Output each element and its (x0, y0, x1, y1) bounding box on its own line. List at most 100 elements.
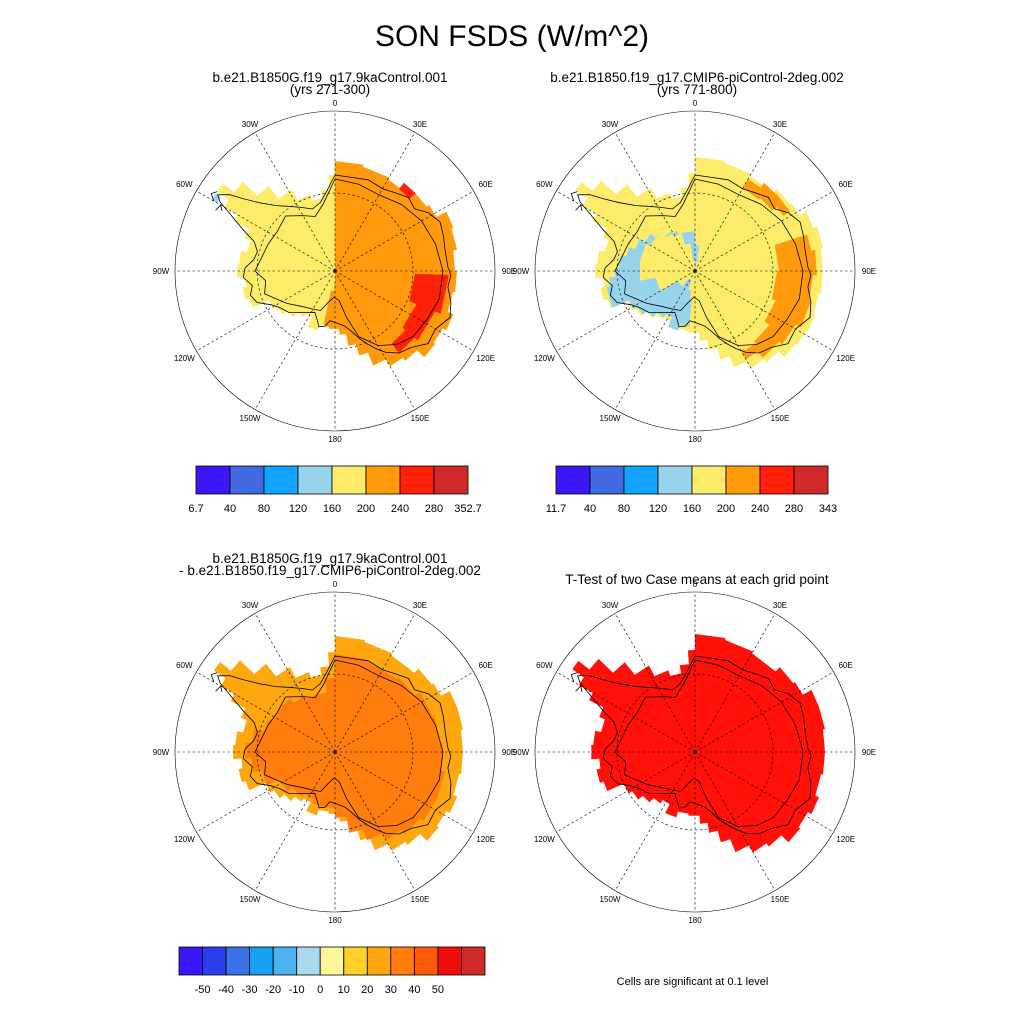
colorbar-box-7 (793, 465, 829, 495)
lon-label-lr120: 120E (476, 354, 495, 363)
colorbar-box-5 (725, 465, 761, 495)
lon-label-left: 90W (153, 748, 170, 757)
lon-label-ul60: 60W (176, 661, 193, 670)
colorbar-box-11 (437, 946, 462, 976)
colorbar-box-6 (319, 946, 345, 976)
map-panel-4: 0 30E 60E 90E 120E 150E 180 150W 120W 90W 60W 30W (513, 580, 876, 925)
colorbar-label-0: 11.7 (546, 503, 567, 515)
colorbar-label-3: 120 (649, 503, 667, 515)
colorbar-label-4: -10 (289, 984, 305, 996)
panel4-title: T-Test of two Case means at each grid po… (497, 573, 897, 587)
meridian-60 (694, 671, 834, 753)
lon-label-top: 0 (333, 99, 338, 108)
lon-label-bottom: 180 (328, 435, 342, 444)
colorbar-box-4 (272, 946, 298, 976)
meridian-120 (334, 751, 474, 833)
lat-circle-inner (616, 192, 774, 350)
island-1 (575, 204, 583, 211)
panel3-title-line2: - b.e21.B1850.f19_g17.CMIP6-piControl-2d… (179, 563, 481, 578)
colorbar-label-2: 80 (258, 503, 270, 515)
map-panel-3: 0 30E 60E 90E 120E 150E 180 150W 120W 90W 60W 30W (153, 580, 516, 925)
island-0 (210, 191, 218, 202)
lon-label-left: 90W (513, 748, 530, 757)
land-outline-layer (570, 174, 812, 354)
land-outline-layer (570, 655, 812, 835)
region-wilkes-240-280 (391, 273, 449, 353)
colorbar-box-7 (343, 946, 368, 976)
colorbar-box-3 (297, 465, 333, 495)
lon-label-ll150: 150W (600, 414, 621, 423)
meridian-210 (254, 270, 336, 410)
land-outline-layer (210, 655, 452, 835)
lon-label-ur30: 30E (773, 120, 787, 129)
map-boundary (174, 110, 496, 432)
colorbar-box-1 (202, 946, 227, 976)
meridian-150 (694, 751, 776, 891)
map-fill-layer (212, 161, 458, 367)
lon-label-bottom: 180 (688, 435, 702, 444)
lon-label-ul60: 60W (176, 180, 193, 189)
map-panel-1: 0 30E 60E 90E 120E 150E 180 150W 120W 90W 60W 30W (153, 99, 516, 444)
meridian-330 (254, 613, 336, 753)
meridian-300 (556, 190, 696, 272)
lon-label-left: 90W (513, 267, 530, 276)
meridian-150 (334, 751, 416, 891)
colorbar-panel-1: 6.7 40 80 120 160 200 240 280 352.7 (188, 465, 482, 515)
lon-label-ur30: 30E (773, 601, 787, 610)
meridian-240 (196, 751, 336, 833)
map-boundary (174, 591, 496, 913)
meridian-240 (556, 751, 696, 833)
panel2-title-line2: (yrs 771-800) (656, 82, 738, 97)
meridian-150 (334, 270, 416, 410)
colorbar-label-0: -50 (195, 984, 211, 996)
lat-circle-inner (616, 673, 774, 831)
colorbar-box-0 (178, 946, 203, 976)
map-fill-layer (214, 636, 463, 851)
lon-label-ur60: 60E (839, 661, 853, 670)
panel1-title-line2: (yrs 271-300) (289, 82, 371, 97)
colorbar-label-6: 240 (391, 503, 409, 515)
colorbar-label-0: 6.7 (188, 503, 203, 515)
colorbar-box-4 (331, 465, 367, 495)
colorbar-box-2 (263, 465, 299, 495)
colorbar-label-9: 40 (408, 984, 420, 996)
meridian-30 (334, 132, 416, 272)
meridian-30 (694, 613, 776, 753)
lon-label-right: 90E (502, 267, 516, 276)
meridian-120 (694, 751, 834, 833)
region-dronning-maud-240-280 (399, 182, 416, 199)
island-1 (215, 204, 223, 211)
meridian-30 (694, 132, 776, 272)
colorbar-label-6: 240 (751, 503, 769, 515)
meridian-330 (614, 132, 696, 272)
colorbar-box-0 (555, 465, 591, 495)
colorbar-label-7: 280 (785, 503, 803, 515)
island-0 (210, 672, 218, 683)
graticule-layer (174, 110, 496, 432)
lon-label-ul30: 30W (242, 120, 259, 129)
coastline (217, 655, 452, 835)
region-peninsula-tip-120-160 (212, 193, 221, 203)
lon-label-top: 0 (693, 99, 698, 108)
lon-label-ul60: 60W (536, 180, 553, 189)
meridian-330 (254, 132, 336, 272)
colorbar-label-10: 50 (432, 984, 444, 996)
colorbar-box-7 (433, 465, 469, 495)
colorbar-box-4 (691, 465, 727, 495)
lon-label-ll150: 150W (240, 414, 261, 423)
colorbar-label-1: -40 (218, 984, 234, 996)
colorbar-label-4: 160 (683, 503, 701, 515)
panel3-title-line1: b.e21.B1850G.f19_g17.9kaControl.001 (212, 551, 448, 566)
lon-label-ur30: 30E (413, 120, 427, 129)
lon-label-ul30: 30W (602, 120, 619, 129)
lon-label-top: 0 (333, 580, 338, 589)
lon-label-lr150: 150E (411, 895, 430, 904)
significance-note: Cells are significant at 0.1 level (616, 976, 769, 988)
lon-label-ll120: 120W (534, 835, 555, 844)
meridian-240 (196, 270, 336, 352)
lon-label-right: 90E (502, 748, 516, 757)
colorbar-box-2 (623, 465, 659, 495)
region-plateau-160-200 (575, 157, 823, 368)
colorbar-box-5 (365, 465, 401, 495)
lon-label-left: 90W (153, 267, 170, 276)
